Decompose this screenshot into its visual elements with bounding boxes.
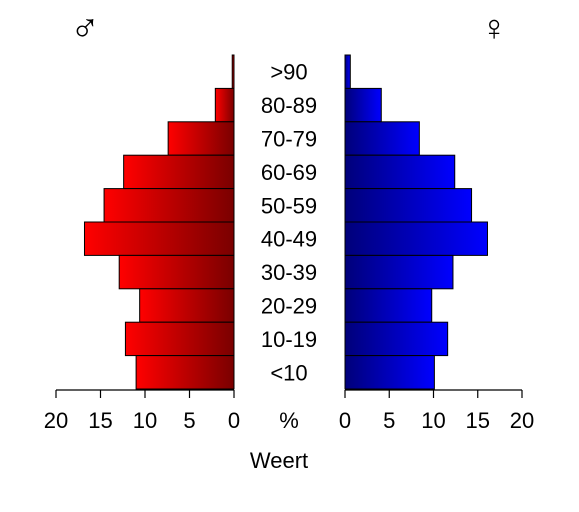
- female-bar: [344, 188, 473, 223]
- right-tick-label: 15: [466, 408, 490, 433]
- left-tick-label: 5: [183, 408, 195, 433]
- right-tick-label: 10: [421, 408, 445, 433]
- category-label: 50-59: [261, 193, 317, 218]
- male-bar: [139, 288, 235, 323]
- male-bar: [83, 221, 235, 256]
- female-bar: [344, 54, 351, 89]
- category-labels: >90 80-89 70-79 60-69 50-59 40-49 30-39 20-29 10…: [261, 60, 317, 386]
- female-bar: [344, 87, 382, 123]
- female-bar: [344, 154, 456, 190]
- male-bar: [214, 87, 235, 123]
- left-axis: 0 5 10 15 20: [44, 389, 240, 433]
- percent-unit-label: %: [279, 408, 299, 433]
- male-bar: [103, 188, 235, 223]
- female-bar: [344, 288, 433, 323]
- male-bar: [124, 321, 235, 357]
- category-label: 20-29: [261, 294, 317, 319]
- category-label: >90: [270, 60, 307, 85]
- right-tick-label: 20: [510, 408, 534, 433]
- category-label: 80-89: [261, 93, 317, 118]
- male-bar: [118, 254, 235, 290]
- category-label: 30-39: [261, 260, 317, 285]
- female-bar: [344, 121, 420, 156]
- right-tick-label: 0: [339, 408, 351, 433]
- category-label: 10-19: [261, 327, 317, 352]
- category-label: 60-69: [261, 160, 317, 185]
- category-label: <10: [270, 360, 307, 385]
- right-axis: 0 5 10 15 20: [339, 389, 534, 433]
- male-bar: [123, 154, 235, 190]
- male-bar: [135, 355, 235, 390]
- right-tick-label: 5: [383, 408, 395, 433]
- left-tick-label: 15: [88, 408, 112, 433]
- left-tick-label: 20: [44, 408, 68, 433]
- female-symbol: ♀: [481, 7, 508, 48]
- male-symbol: ♂: [70, 5, 100, 49]
- x-axis-label: Weert: [250, 448, 308, 473]
- category-label: 40-49: [261, 227, 317, 252]
- female-bar: [344, 221, 488, 256]
- female-bar: [344, 355, 435, 390]
- right-bars: [344, 54, 488, 390]
- male-bar: [167, 121, 235, 156]
- male-bar: [231, 54, 235, 89]
- female-bar: [344, 321, 449, 357]
- left-bars: [83, 54, 235, 390]
- left-tick-label: 10: [133, 408, 157, 433]
- left-tick-label: 0: [228, 408, 240, 433]
- category-label: 70-79: [261, 127, 317, 152]
- female-bar: [344, 254, 454, 290]
